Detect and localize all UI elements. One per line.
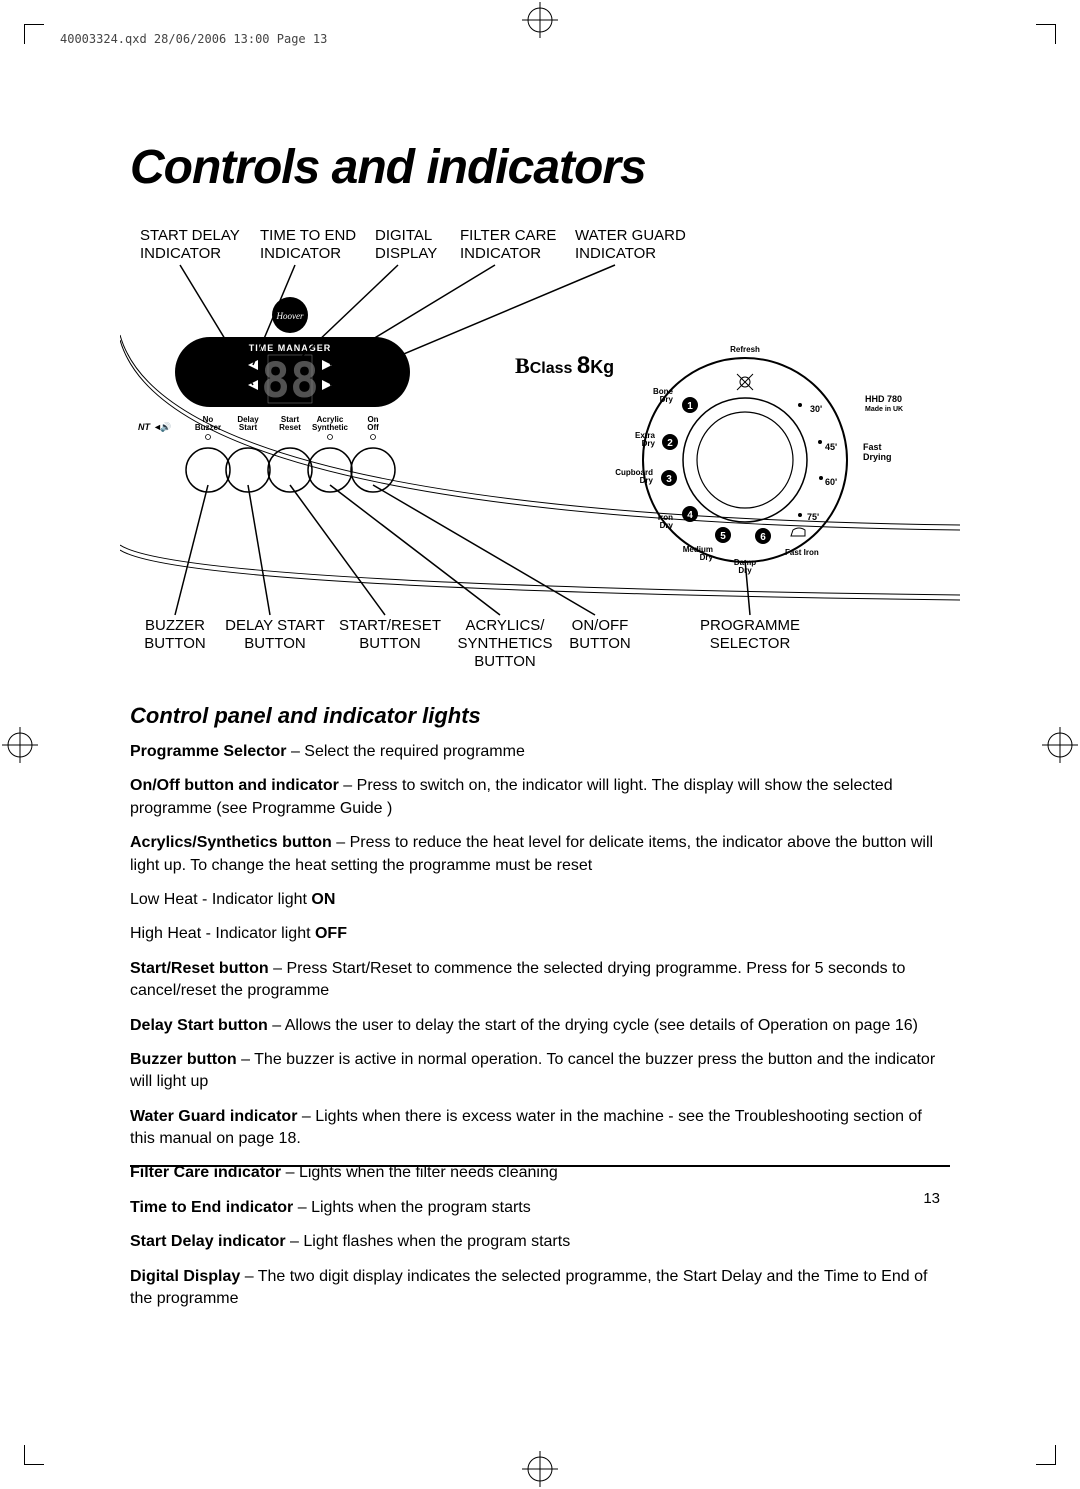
svg-text:6: 6: [760, 532, 766, 543]
svg-text:TIME TO END: TIME TO END: [260, 227, 356, 244]
svg-text:WATER GUARD: WATER GUARD: [575, 227, 686, 244]
svg-text:30': 30': [810, 404, 822, 414]
svg-text:Water Guard: Water Guard: [348, 381, 396, 390]
svg-text:Made in UK: Made in UK: [865, 406, 903, 413]
svg-text:PROGRAMME: PROGRAMME: [700, 617, 800, 634]
svg-text:Buzzer: Buzzer: [195, 423, 221, 432]
svg-text:4: 4: [687, 510, 693, 521]
svg-text:Drying: Drying: [863, 452, 892, 462]
svg-text:BClass 8Kg: BClass 8Kg: [515, 352, 614, 379]
svg-text:3: 3: [666, 474, 672, 485]
svg-text:Dry: Dry: [660, 395, 674, 404]
svg-text:BUTTON: BUTTON: [569, 635, 630, 652]
svg-text:Start Delay: Start Delay: [190, 381, 232, 390]
svg-text:5: 5: [720, 531, 726, 542]
svg-text:DELAY START: DELAY START: [225, 617, 325, 634]
svg-text:75': 75': [807, 512, 819, 522]
svg-text:DIGITAL: DIGITAL: [375, 227, 432, 244]
crop-mark: [1036, 1445, 1056, 1465]
crop-mark: [24, 24, 44, 44]
svg-text:45': 45': [825, 442, 837, 452]
svg-text:ON/OFF: ON/OFF: [572, 617, 629, 634]
svg-text:60': 60': [825, 477, 837, 487]
svg-text:Dry: Dry: [700, 553, 714, 562]
svg-text:START/RESET: START/RESET: [339, 617, 441, 634]
svg-text:Dry: Dry: [660, 521, 674, 530]
svg-text:INDICATOR: INDICATOR: [140, 245, 221, 262]
svg-text:2: 2: [667, 438, 673, 449]
svg-text:Reset: Reset: [279, 423, 301, 432]
control-panel-diagram: START DELAY INDICATOR TIME TO END INDICA…: [120, 225, 960, 678]
registration-mark: [0, 725, 40, 765]
svg-text:START DELAY: START DELAY: [140, 227, 240, 244]
svg-text:Hoover: Hoover: [276, 311, 304, 321]
svg-text:FILTER CARE: FILTER CARE: [460, 227, 556, 244]
svg-text:INDICATOR: INDICATOR: [460, 245, 541, 262]
svg-text:Synthetic: Synthetic: [312, 423, 349, 432]
file-header: 40003324.qxd 28/06/2006 13:00 Page 13: [60, 32, 327, 46]
registration-mark: [1040, 725, 1080, 765]
svg-text:INDICATOR: INDICATOR: [260, 245, 341, 262]
svg-text:Fast: Fast: [863, 442, 882, 452]
footer-rule: [130, 1165, 950, 1167]
crop-mark: [24, 1445, 44, 1465]
svg-text:NT: NT: [138, 422, 151, 432]
svg-text:Fast Iron: Fast Iron: [785, 548, 819, 557]
svg-text:DISPLAY: DISPLAY: [375, 245, 437, 262]
svg-text:INDICATOR: INDICATOR: [575, 245, 656, 262]
svg-text:BUTTON: BUTTON: [244, 635, 305, 652]
svg-text:BUZZER: BUZZER: [145, 617, 205, 634]
svg-text:BUTTON: BUTTON: [474, 653, 535, 670]
svg-text:BUTTON: BUTTON: [144, 635, 205, 652]
section-subtitle: Control panel and indicator lights: [130, 703, 950, 729]
svg-text:88: 88: [261, 353, 319, 409]
svg-text:HHD 780: HHD 780: [865, 394, 902, 404]
svg-text:Refresh: Refresh: [730, 345, 760, 354]
crop-mark: [1036, 24, 1056, 44]
page-title: Controls and indicators: [130, 140, 950, 195]
page-number: 13: [923, 1190, 940, 1207]
svg-text:SYNTHETICS: SYNTHETICS: [457, 635, 552, 652]
svg-text:🔊: 🔊: [160, 421, 171, 433]
svg-text:BUTTON: BUTTON: [359, 635, 420, 652]
svg-text:Off: Off: [367, 423, 379, 432]
svg-text:Time to End: Time to End: [186, 361, 232, 370]
svg-text:SELECTOR: SELECTOR: [710, 635, 791, 652]
description-text: Programme Selector – Select the required…: [130, 741, 950, 1310]
svg-text:ACRYLICS/: ACRYLICS/: [466, 617, 546, 634]
registration-mark: [520, 0, 560, 40]
svg-text:1: 1: [687, 401, 693, 412]
svg-text:Start: Start: [239, 423, 258, 432]
registration-mark: [520, 1449, 560, 1489]
svg-text:Dry: Dry: [640, 476, 654, 485]
svg-text:Dry: Dry: [642, 439, 656, 448]
